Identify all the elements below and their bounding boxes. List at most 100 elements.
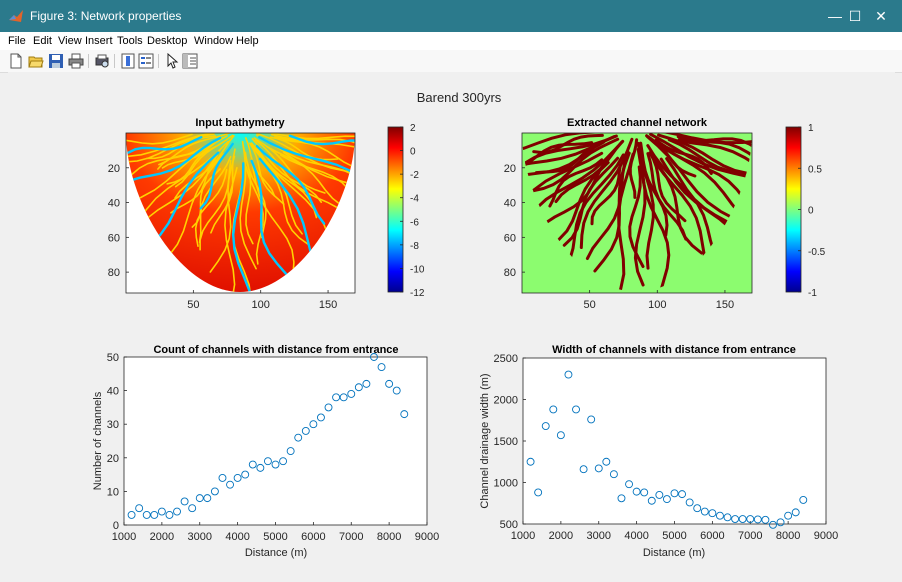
count-ylabel: Number of channels: [92, 391, 104, 490]
channel-stroke: [648, 151, 687, 223]
data-point: [127, 510, 136, 519]
data-point: [549, 405, 558, 414]
data-point: [339, 393, 348, 402]
toolbar-separator: [158, 54, 159, 68]
channel-stroke: [522, 134, 618, 180]
print-preview-icon[interactable]: [94, 53, 110, 69]
menu-insert[interactable]: Insert: [85, 35, 113, 47]
colorbar-icon[interactable]: [120, 53, 136, 69]
channel-stroke: [199, 159, 232, 251]
data-point: [188, 504, 197, 513]
channel-stroke: [174, 135, 235, 199]
data-point: [655, 491, 664, 499]
colorbar-tick-label: -1: [808, 288, 817, 299]
channel-network-panel: Extracted channel network 50 100 150 20 40 60…: [504, 117, 826, 311]
data-point: [784, 511, 793, 520]
y-tick-label: 0: [113, 520, 119, 532]
channel-stroke: [199, 142, 234, 210]
channel-stroke: [174, 134, 234, 188]
channel-stroke: [667, 138, 752, 179]
data-point: [647, 496, 656, 505]
channel-stroke: [281, 139, 355, 170]
data-point: [693, 504, 702, 513]
channel-stroke: [126, 133, 213, 158]
close-button[interactable]: ✕: [875, 8, 887, 24]
data-point: [738, 515, 747, 523]
data-point: [195, 494, 204, 503]
print-icon[interactable]: [68, 53, 84, 69]
open-file-icon[interactable]: [28, 53, 44, 69]
y-tick-label: 80: [108, 267, 120, 279]
minimize-button[interactable]: —: [828, 8, 842, 24]
colorbar-tick-label: -4: [410, 194, 419, 205]
channel-stroke: [224, 167, 238, 292]
data-point: [286, 447, 295, 456]
menu-tools[interactable]: Tools: [117, 35, 143, 47]
bathymetry-axes-box: [125, 132, 356, 294]
channel-stroke: [636, 141, 655, 270]
data-point: [534, 488, 543, 497]
y-tick-label: 80: [504, 267, 516, 279]
channel-stroke: [126, 133, 215, 163]
channel-stroke: [191, 168, 221, 228]
colorbar-tick-label: -0.5: [808, 247, 826, 258]
data-point: [587, 415, 596, 424]
menu-help[interactable]: Help: [236, 35, 259, 47]
channel-stroke: [253, 137, 326, 194]
save-icon[interactable]: [48, 53, 64, 69]
menu-view[interactable]: View: [58, 35, 82, 47]
data-point: [640, 488, 649, 497]
channel-stroke: [522, 141, 594, 170]
menu-desktop[interactable]: Desktop: [147, 35, 188, 47]
width-axes-box: [522, 357, 827, 525]
data-point: [685, 498, 694, 507]
count-axes-box: [123, 356, 428, 526]
data-point: [799, 495, 808, 504]
data-point: [769, 520, 777, 529]
data-point: [392, 386, 401, 395]
channel-stroke: [128, 136, 222, 182]
data-point: [233, 474, 242, 482]
data-point: [594, 464, 603, 473]
y-tick-label: 50: [107, 352, 119, 364]
menu-edit[interactable]: Edit: [33, 35, 52, 47]
x-tick-label: 4000: [624, 530, 648, 542]
data-point: [332, 393, 341, 402]
x-tick-label: 150: [319, 299, 337, 311]
figure-suptitle: Barend 300yrs: [417, 90, 502, 105]
x-tick-label: 100: [252, 299, 270, 311]
x-tick-label: 3000: [587, 530, 611, 542]
channel-stroke: [250, 159, 288, 276]
pointer-icon[interactable]: [164, 53, 180, 69]
channel-stroke: [239, 140, 257, 270]
data-point: [700, 507, 709, 516]
channel-stroke: [548, 158, 604, 208]
property-inspector-icon[interactable]: [182, 53, 198, 69]
new-figure-icon[interactable]: [8, 53, 24, 69]
figure-canvas: Barend 300yrs Input bathymetry 50 100 150 2…: [8, 72, 895, 577]
network-channel-pattern: [522, 133, 752, 292]
channel-stroke: [269, 136, 339, 161]
channel-stroke: [161, 137, 223, 169]
menu-file[interactable]: File: [8, 35, 26, 47]
channel-stroke: [585, 150, 630, 260]
x-tick-label: 5000: [662, 530, 686, 542]
y-tick-label: 10: [107, 486, 119, 498]
channel-stroke: [639, 141, 669, 237]
menu-bar: File Edit View Insert Tools Desktop Wind…: [0, 32, 902, 50]
data-point: [362, 379, 371, 388]
toolbar-separator: [88, 54, 89, 68]
count-title: Count of channels with distance from ent…: [153, 344, 398, 356]
data-point: [400, 410, 409, 419]
data-point: [142, 510, 151, 519]
colorbar-tick-label: 1: [808, 123, 814, 134]
menu-window[interactable]: Window: [194, 35, 234, 47]
legend-icon[interactable]: [138, 53, 154, 69]
channel-stroke: [568, 153, 625, 262]
maximize-button[interactable]: ☐: [848, 8, 862, 24]
y-tick-label: 2000: [494, 395, 518, 407]
channel-stroke: [532, 133, 604, 155]
channel-stroke: [242, 145, 254, 245]
y-tick-label: 40: [108, 198, 120, 210]
channel-stroke: [158, 133, 233, 166]
